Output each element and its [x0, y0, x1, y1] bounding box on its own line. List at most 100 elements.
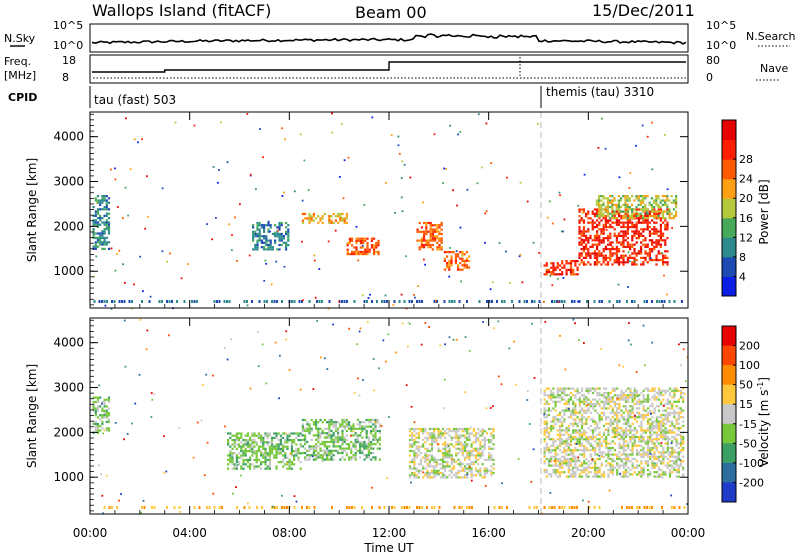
data-cell [301, 434, 304, 437]
data-cell [627, 411, 630, 414]
data-cell [441, 432, 445, 435]
data-cell [137, 141, 139, 144]
data-cell [468, 454, 471, 457]
data-cell [666, 389, 669, 392]
data-cell [113, 300, 116, 303]
data-cell [657, 457, 661, 461]
data-cell [545, 420, 548, 423]
data-cell [440, 228, 443, 231]
data-cell [622, 440, 625, 443]
data-cell [657, 239, 660, 242]
data-cell [609, 466, 612, 469]
data-cell [550, 266, 553, 269]
data-cell [565, 442, 568, 445]
data-cell [585, 422, 588, 425]
data-cell [260, 441, 263, 444]
data-cell [479, 441, 482, 444]
data-cell [565, 450, 568, 453]
data-cell [588, 506, 591, 509]
data-cell [240, 441, 243, 444]
data-cell [582, 241, 585, 244]
data-cell [618, 402, 621, 406]
data-cell [677, 457, 680, 461]
data-cell [580, 418, 584, 421]
data-cell [598, 206, 601, 209]
data-cell [518, 300, 521, 303]
data-cell [468, 467, 471, 470]
data-cell [436, 241, 439, 244]
data-cell [326, 447, 329, 450]
data-cell [331, 506, 333, 509]
data-cell [594, 471, 597, 474]
data-cell [459, 257, 462, 260]
power-scatter-cells [92, 112, 683, 310]
data-cell [648, 506, 651, 509]
data-cell [587, 248, 590, 251]
data-cell [397, 144, 400, 147]
data-cell [461, 259, 464, 262]
data-cell [627, 409, 630, 412]
x-tick-label: 04:00 [172, 526, 207, 540]
data-cell [472, 454, 475, 457]
data-cell [653, 427, 656, 430]
data-cell [616, 418, 619, 421]
data-cell [315, 423, 318, 426]
data-cell [430, 449, 434, 453]
data-cell [572, 318, 575, 321]
data-cell [427, 246, 430, 249]
data-cell [550, 262, 553, 265]
data-cell [461, 268, 464, 271]
data-cell [357, 377, 359, 380]
data-cell [264, 259, 267, 262]
data-cell [337, 215, 340, 218]
data-cell [660, 455, 663, 458]
data-cell [666, 188, 669, 191]
data-cell [94, 396, 97, 399]
data-cell [624, 444, 628, 447]
data-cell [264, 461, 267, 464]
data-cell [92, 422, 95, 426]
data-cell [653, 208, 656, 211]
data-cell [659, 230, 662, 233]
data-cell [616, 457, 619, 461]
data-cell [627, 413, 630, 417]
data-cell [653, 462, 656, 465]
data-cell [585, 438, 588, 441]
data-cell [101, 400, 104, 404]
data-cell [561, 262, 564, 265]
data-cell [341, 212, 344, 216]
data-cell [416, 230, 419, 233]
data-cell [622, 416, 625, 419]
data-cell [609, 248, 612, 251]
data-cell [653, 411, 656, 414]
data-cell [602, 223, 605, 226]
data-cell [605, 444, 608, 447]
data-cell [596, 226, 599, 229]
data-cell [488, 427, 491, 431]
data-cell [105, 212, 108, 215]
data-cell [596, 471, 599, 474]
data-cell [561, 429, 564, 432]
data-cell [626, 210, 629, 213]
data-cell [429, 235, 432, 238]
data-cell [653, 248, 656, 251]
data-cell [372, 427, 375, 430]
colorbar-swatch [722, 462, 736, 483]
data-cell [301, 423, 304, 426]
data-cell [429, 239, 432, 242]
data-cell [582, 230, 585, 233]
data-cell [639, 203, 642, 206]
data-cell [594, 451, 597, 454]
data-cell [471, 506, 473, 509]
data-cell [678, 506, 681, 509]
data-cell [450, 456, 453, 459]
data-cell [334, 425, 337, 428]
data-cell [631, 245, 634, 248]
data-cell [644, 429, 647, 432]
data-cell [319, 217, 322, 220]
data-cell [626, 219, 629, 222]
data-cell [321, 215, 324, 218]
data-cell [554, 473, 557, 476]
data-cell [668, 400, 672, 403]
data-cell [235, 443, 238, 446]
